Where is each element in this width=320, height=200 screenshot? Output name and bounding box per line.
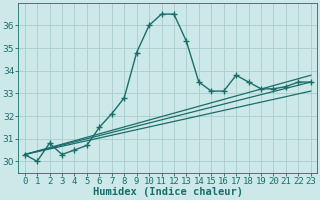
- X-axis label: Humidex (Indice chaleur): Humidex (Indice chaleur): [93, 187, 243, 197]
